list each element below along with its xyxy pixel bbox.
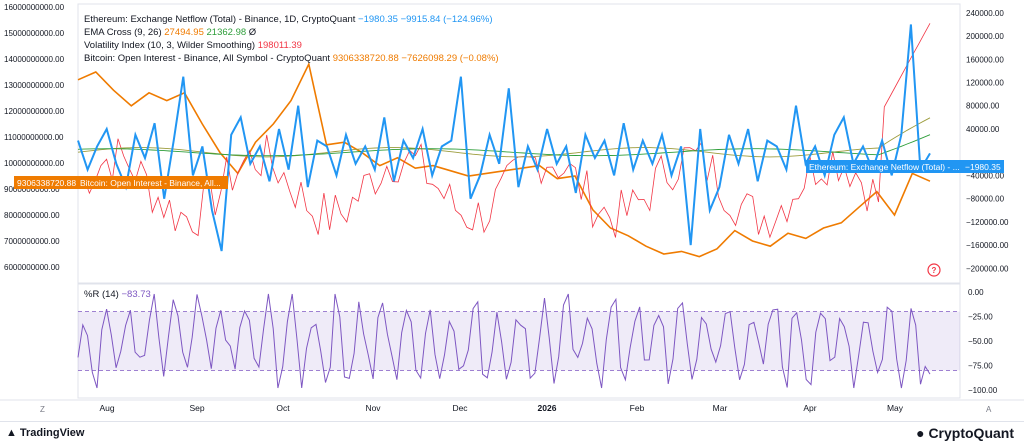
right-tick-label: 80000.00 xyxy=(966,102,1000,111)
netflow-price-tag xyxy=(806,160,962,173)
oi-price-tag-value: 9306338720.88 xyxy=(17,178,76,188)
wr-pane xyxy=(77,283,961,399)
left-tick-label: 6000000000.00 xyxy=(4,263,60,272)
left-tick-label: 8000000000.00 xyxy=(4,211,60,220)
x-tick-label: Oct xyxy=(276,403,290,413)
wr-tick-label: 0.00 xyxy=(968,288,984,297)
legend-oi-value: 9306338720.88 xyxy=(332,53,399,64)
tradingview-label: TradingView xyxy=(19,427,85,439)
legend-oi-change: −7626098.29 (−0.08%) xyxy=(401,53,499,64)
right-tick-label: 200000.00 xyxy=(966,32,1004,41)
right-tick-label: −40000.00 xyxy=(966,171,1005,180)
left-tick-label: 7000000000.00 xyxy=(4,237,60,246)
x-tick-label: Sep xyxy=(189,403,204,413)
legend-vol-value: 198011.39 xyxy=(257,40,302,51)
help-icon xyxy=(927,263,941,277)
tradingview-logo[interactable]: ▲ TradingView xyxy=(6,427,84,439)
wr-tick-label: −50.00 xyxy=(968,337,993,346)
cryptoquant-icon: ● xyxy=(916,425,925,441)
auto-scale-button[interactable]: A xyxy=(986,405,992,414)
right-tick-label: 40000.00 xyxy=(966,125,1000,134)
x-tick-label: 2026 xyxy=(538,403,557,413)
legend-wr-name: %R (14) xyxy=(84,289,119,300)
x-tick-label: Nov xyxy=(365,403,381,413)
main-pane xyxy=(77,3,961,284)
right-tick-label: −80000.00 xyxy=(966,195,1005,204)
left-tick-label: 16000000000.00 xyxy=(4,3,65,12)
right-tick-label: −200000.00 xyxy=(966,264,1009,273)
netflow-line xyxy=(77,24,931,252)
netflow-axis-tag-value: −1980.35 xyxy=(965,162,1001,172)
wr-tick-label: −25.00 xyxy=(968,313,993,322)
legend-netflow-name: Ethereum: Exchange Netflow (Total) - Bin… xyxy=(84,14,356,25)
wr-tick-label: −100.00 xyxy=(968,386,998,395)
x-tick-label: Apr xyxy=(803,403,816,413)
wr-tick-label: −75.00 xyxy=(968,362,993,371)
right-tick-label: 240000.00 xyxy=(966,9,1004,18)
legend-netflow-value: −1980.35 xyxy=(358,14,398,25)
right-tick-label: 120000.00 xyxy=(966,79,1004,88)
legend-ema-value-2: 21362.98 xyxy=(206,27,247,38)
left-tick-label: 12000000000.00 xyxy=(4,107,65,116)
oi-price-tag xyxy=(14,176,228,189)
legend-ema-name: EMA Cross (9, 26) xyxy=(84,27,162,38)
x-tick-label: Aug xyxy=(99,403,114,413)
left-tick-label: 11000000000.00 xyxy=(4,133,64,142)
tradingview-icon: ▲ xyxy=(6,427,17,439)
netflow-price-tag-name: Ethereum: Exchange Netflow (Total) - ... xyxy=(809,162,960,172)
footer: ▲ TradingView ● CryptoQuant xyxy=(0,421,1024,446)
legend-ema[interactable]: EMA Cross (9, 26) 27494.95 21362.98 Ø xyxy=(84,27,256,39)
legend-ema-value-1: 27494.95 xyxy=(164,27,204,38)
legend-netflow-change: −9915.84 (−124.96%) xyxy=(400,14,493,25)
left-tick-label: 13000000000.00 xyxy=(4,81,65,90)
x-tick-label: Dec xyxy=(452,403,468,413)
legend-wr-value: −83.73 xyxy=(121,289,151,300)
legend-vol-name: Volatility Index (10, 3, Wilder Smoothin… xyxy=(84,40,256,51)
wr-line xyxy=(77,293,931,389)
legend-wr[interactable]: %R (14) −83.73 xyxy=(84,289,151,301)
left-tick-label: 9000000000.00 xyxy=(4,185,60,194)
left-tick-label: 14000000000.00 xyxy=(4,55,65,64)
right-tick-label: −120000.00 xyxy=(966,218,1009,227)
right-tick-label: 160000.00 xyxy=(966,55,1004,64)
left-tick-label: 10000000000.00 xyxy=(4,159,65,168)
x-tick-label: May xyxy=(887,403,904,413)
oi-price-tag-name: Bitcoin: Open Interest - Binance, All... xyxy=(80,178,221,188)
cryptoquant-label: CryptoQuant xyxy=(928,425,1014,441)
cryptoquant-logo: ● CryptoQuant xyxy=(916,425,1014,441)
legend-oi[interactable]: Bitcoin: Open Interest - Binance, All Sy… xyxy=(84,53,499,65)
ema-slow-line xyxy=(77,134,931,157)
oi-line xyxy=(77,61,931,258)
legend-vol[interactable]: Volatility Index (10, 3, Wilder Smoothin… xyxy=(84,40,302,52)
volatility-line xyxy=(77,23,931,239)
chart-svg: 16000000000.00 15000000000.00 14000000000.… xyxy=(0,3,1024,413)
x-tick-label: Feb xyxy=(630,403,645,413)
legend-netflow[interactable]: Ethereum: Exchange Netflow (Total) - Bin… xyxy=(84,14,492,26)
timezone-button[interactable]: Z xyxy=(40,405,45,414)
legend-ema-value-3: Ø xyxy=(248,27,257,38)
right-tick-label: −160000.00 xyxy=(966,241,1009,250)
help-icon-glyph: ? xyxy=(932,266,937,275)
left-tick-label: 15000000000.00 xyxy=(4,29,65,38)
netflow-axis-tag xyxy=(962,160,1004,173)
legend-oi-name: Bitcoin: Open Interest - Binance, All Sy… xyxy=(84,53,331,64)
x-tick-label: Mar xyxy=(713,403,728,413)
